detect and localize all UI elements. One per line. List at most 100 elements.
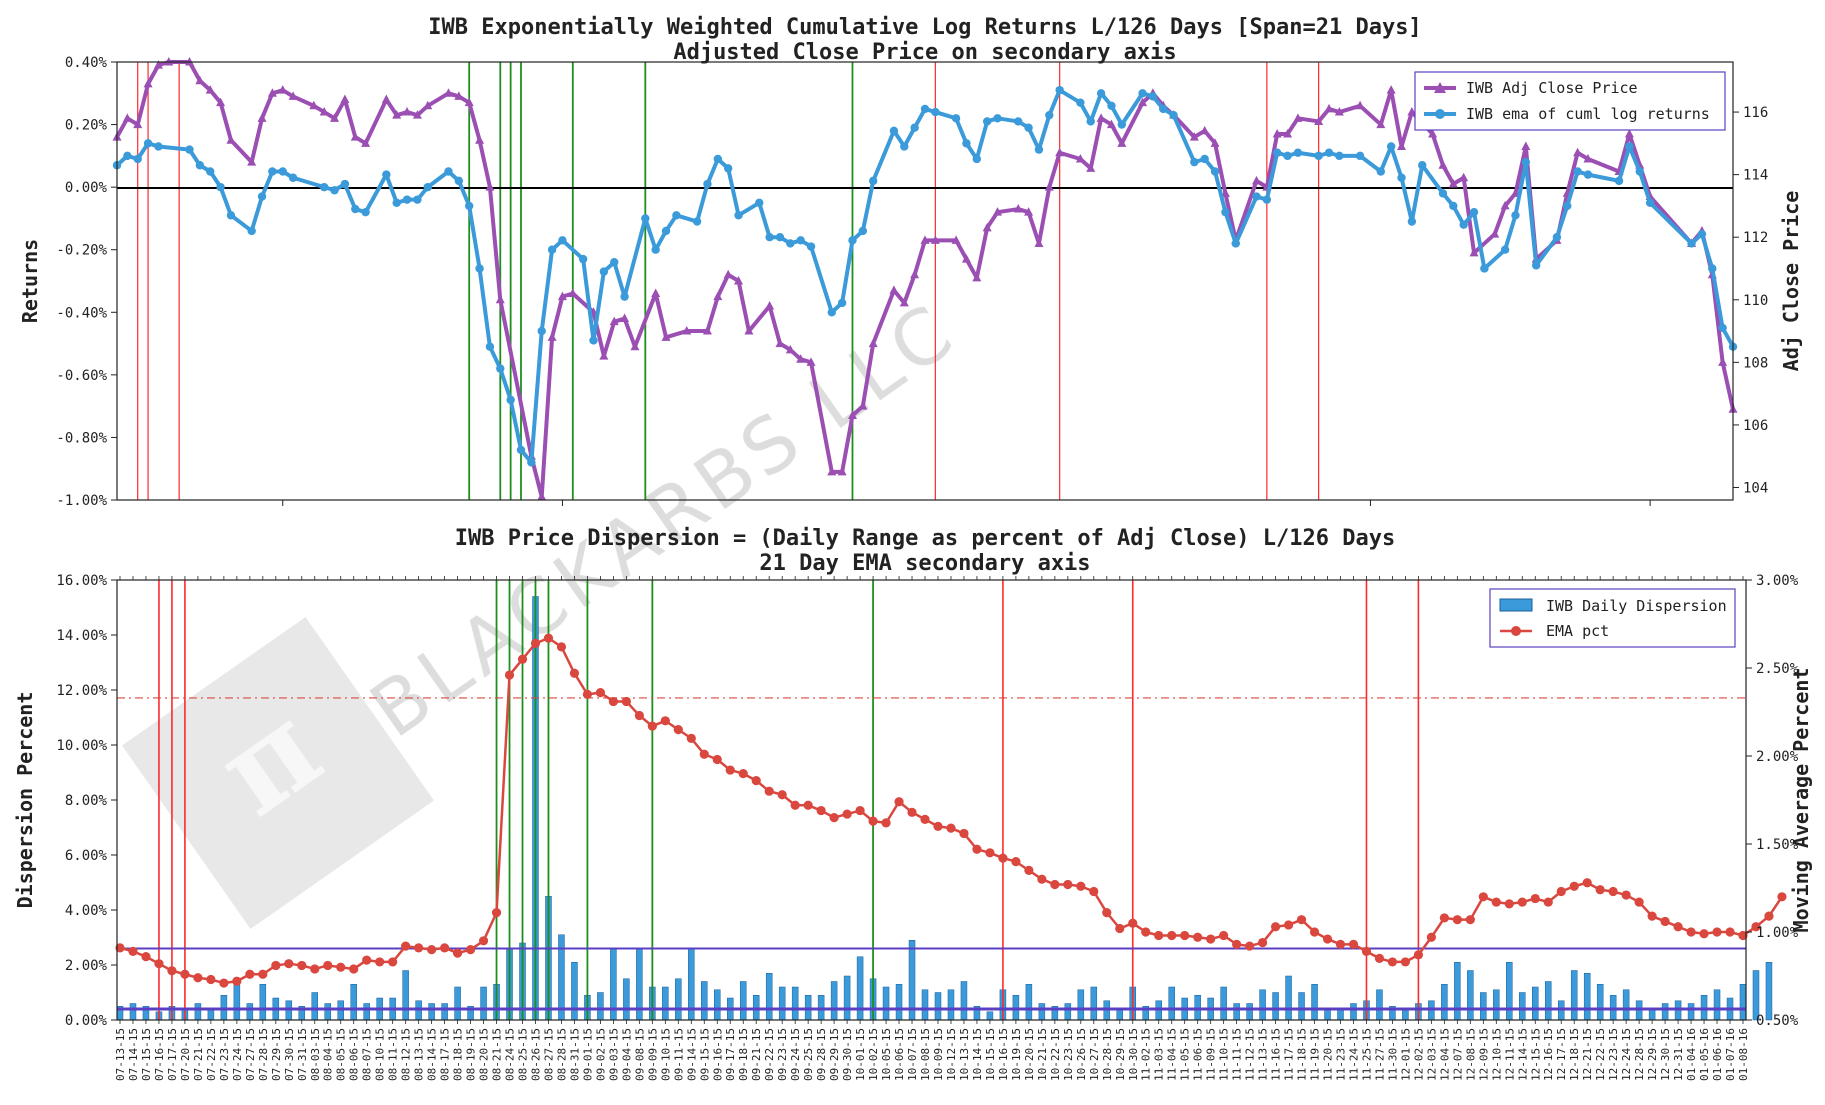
returns-point (444, 167, 453, 176)
price-point (1469, 247, 1479, 257)
ema-point (362, 955, 372, 965)
ema-point (842, 809, 852, 819)
ema-y-tick-label: 3.00% (1756, 573, 1799, 589)
ema-point (349, 964, 359, 974)
date-label: 11-03-15 (1153, 1028, 1166, 1081)
date-label: 08-17-15 (439, 1028, 452, 1081)
dispersion-bar (765, 973, 773, 1021)
ema-point (1219, 930, 1229, 941)
ema-point (816, 805, 826, 816)
returns-chart: IWB Exponentially Weighted Cumulative Lo… (18, 15, 1803, 509)
date-label: 10-27-15 (1088, 1028, 1101, 1081)
price-point (1334, 107, 1344, 116)
dispersion-chart-title: IWB Price Dispersion = (Daily Range as p… (455, 526, 1395, 551)
date-label: 08-13-15 (413, 1028, 426, 1081)
returns-point (931, 107, 940, 117)
date-label: 08-31-15 (568, 1028, 581, 1081)
returns-point (1718, 323, 1727, 333)
dispersion-y-tick-label: 16.00% (56, 573, 107, 589)
dispersion-bar (1337, 1008, 1344, 1021)
price-point (661, 332, 671, 341)
dispersion-bar (1116, 1008, 1124, 1021)
ema-point (141, 952, 151, 962)
ema-point (985, 848, 995, 858)
ema-point (1296, 915, 1307, 925)
dispersion-bar (1544, 981, 1552, 1021)
dispersion-bar (1350, 1003, 1357, 1021)
ema-y-axis: 3.00% 2.50% 2.00% 1.50% 1.00% 0.50% (1746, 573, 1799, 1029)
ema-y-tick-label: 0.50% (1756, 1013, 1799, 1029)
ema-point (180, 969, 190, 979)
returns-point (672, 211, 681, 220)
returns-point (1635, 167, 1644, 176)
ema-point (284, 959, 294, 969)
date-label: 08-25-15 (517, 1028, 530, 1081)
ema-point (388, 957, 398, 967)
dispersion-bar (986, 1011, 994, 1021)
dispersion-legend: IWB Daily Dispersion EMA pct (1489, 588, 1736, 648)
date-label: 12-21-15 (1581, 1028, 1594, 1081)
date-label: 11-05-15 (1179, 1028, 1192, 1081)
ema-point (881, 818, 891, 828)
returns-point (723, 164, 733, 173)
date-label: 11-10-15 (1218, 1028, 1231, 1081)
ema-point (1180, 930, 1190, 941)
date-label: 08-12-15 (400, 1028, 413, 1081)
returns-point (1552, 233, 1562, 242)
dispersion-bar (571, 962, 578, 1021)
returns-point (1055, 85, 1064, 95)
price-point (1272, 128, 1282, 138)
dispersion-y-tick-label: 12.00% (56, 683, 107, 699)
date-label: 07-17-15 (166, 1028, 179, 1081)
date-label: 09-18-15 (737, 1028, 750, 1081)
ema-point (1128, 918, 1138, 928)
dispersion-bar (441, 1003, 448, 1021)
returns-point (1107, 101, 1116, 111)
dispersion-bar (843, 975, 851, 1021)
returns-point (154, 142, 163, 151)
date-label: 10-29-15 (1114, 1028, 1127, 1081)
price-point (547, 332, 557, 341)
ema-point (115, 943, 125, 953)
dispersion-bar (960, 981, 968, 1021)
returns-point (1045, 110, 1054, 120)
returns-point (920, 104, 930, 114)
ema-point (258, 969, 268, 979)
price-point (319, 107, 329, 116)
ema-point (1660, 916, 1670, 927)
returns-y-axis: 0.40% 0.20% 0.00% -0.20% -0.40% -0.60% -0.80% -… (56, 55, 117, 509)
ema-point (154, 959, 164, 969)
ema-point (1089, 886, 1099, 897)
returns-point (454, 176, 464, 186)
date-label: 11-27-15 (1373, 1028, 1386, 1081)
price-point (1583, 153, 1593, 163)
dispersion-bar (428, 1003, 435, 1021)
price-point (1314, 116, 1324, 125)
ema-y-tick-label: 1.00% (1756, 925, 1799, 941)
ema-point (1374, 953, 1385, 964)
date-label: 10-14-15 (971, 1028, 984, 1081)
returns-point (610, 258, 619, 267)
price-point (785, 344, 795, 354)
dispersion-bar (1765, 962, 1773, 1021)
price-point (1428, 128, 1438, 138)
dispersion-y-axis: 16.00% 14.00% 12.00% 10.00% 8.00% 6.00% 4.00% 2… (56, 573, 117, 1029)
ema-point (868, 816, 878, 826)
date-label: 01-04-16 (1685, 1028, 1698, 1081)
ema-point (323, 960, 333, 971)
price-point (806, 357, 816, 366)
returns-point (765, 233, 774, 242)
ema-point (1504, 899, 1514, 909)
price-y-tick-label: 104 (1743, 480, 1768, 496)
ema-point (1595, 885, 1605, 895)
watermark: π BLACKARBS LLC (122, 285, 972, 929)
price-point (402, 107, 412, 116)
price-point (454, 91, 464, 100)
dispersion-bar (1739, 984, 1747, 1021)
ema-point (1413, 950, 1423, 960)
returns-point (1407, 217, 1417, 226)
returns-point (278, 167, 287, 176)
price-y-axis: 116 114 112 110 108 106 104 (1733, 105, 1768, 496)
dispersion-bar (1272, 992, 1279, 1021)
price-point (205, 85, 215, 94)
